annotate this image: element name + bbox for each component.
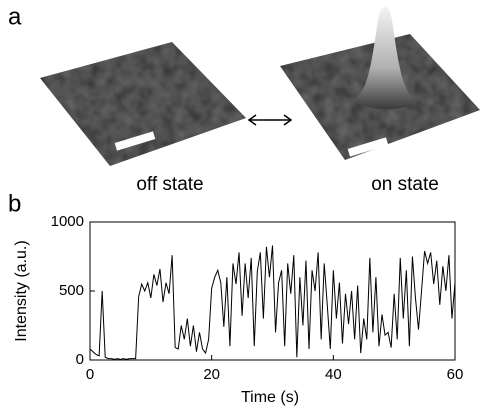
y-tick-label: 0 [76,351,84,368]
panel-label: b [8,190,21,217]
x-tick-label: 0 [86,366,94,383]
x-tick-label: 60 [447,366,464,383]
y-tick-label: 1000 [51,213,84,230]
figure: a off state on state b Time (s) Intensit… [0,0,487,408]
y-axis-label: Intensity (a.u.) [13,240,30,341]
caption: on state [371,174,439,195]
panel-label: a [8,3,22,30]
surface-off [40,42,246,166]
x-axis-label: Time (s) [241,389,299,406]
double-arrow [249,115,291,125]
x-tick-label: 20 [203,366,220,383]
trace [90,245,455,359]
y-tick-label: 500 [59,282,84,299]
caption: off state [136,174,203,195]
x-tick-label: 40 [325,366,342,383]
